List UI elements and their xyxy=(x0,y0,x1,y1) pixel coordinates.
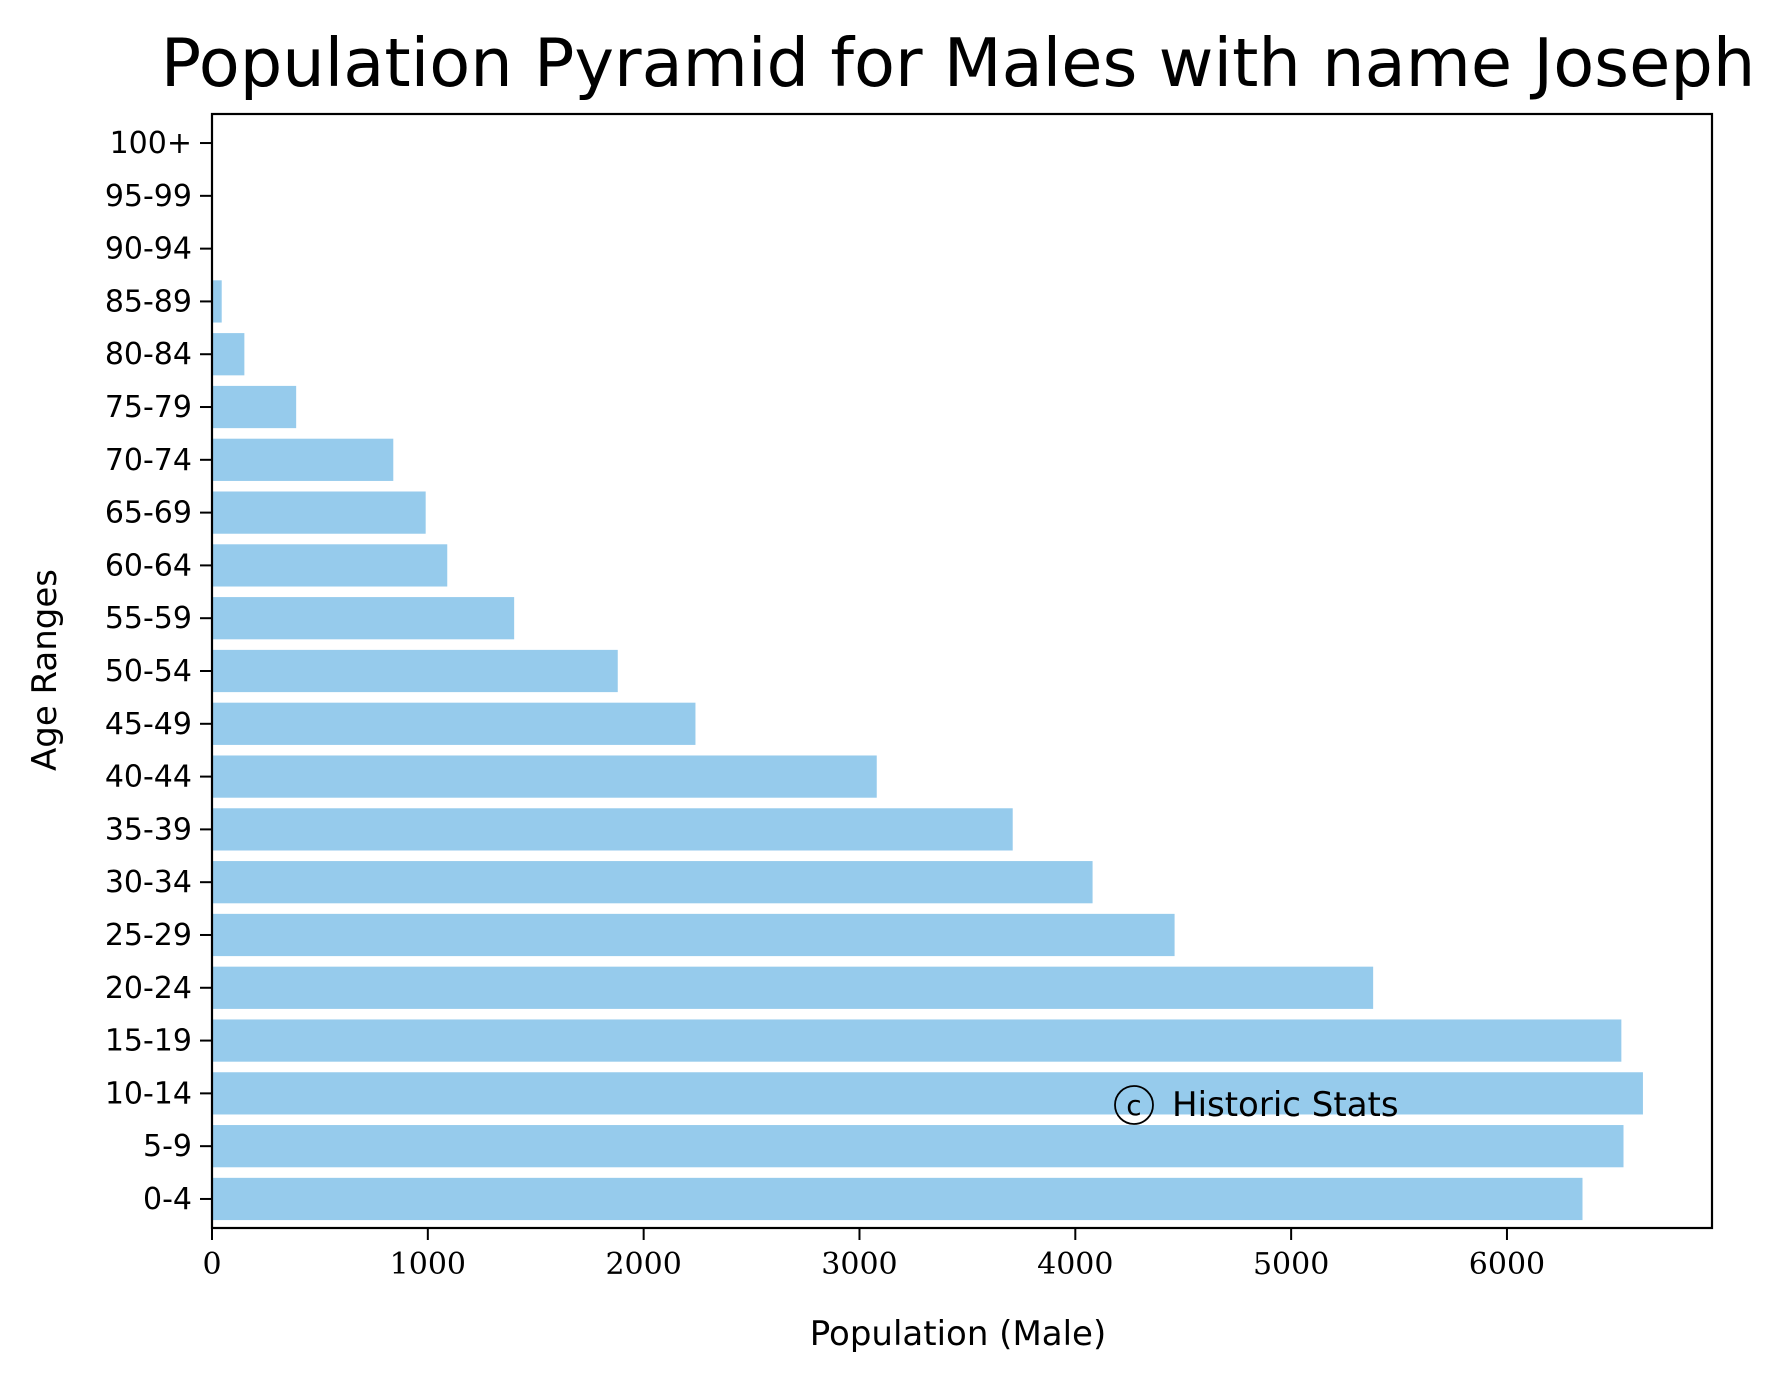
y-tick-label: 45-49 xyxy=(105,707,192,742)
bars-group xyxy=(212,280,1643,1221)
chart-title: Population Pyramid for Males with name J… xyxy=(161,24,1756,102)
bar-35-39 xyxy=(212,808,1013,851)
bar-70-74 xyxy=(212,438,394,481)
bar-85-89 xyxy=(212,280,222,323)
bar-25-29 xyxy=(212,913,1175,957)
y-tick-label: 75-79 xyxy=(105,390,192,425)
bar-20-24 xyxy=(212,966,1374,1009)
plot-frame xyxy=(210,112,1714,1230)
bar-5-9 xyxy=(212,1125,1624,1168)
x-tick-label: 5000 xyxy=(1253,1247,1329,1282)
bar-65-69 xyxy=(212,491,426,534)
y-tick-label: 35-39 xyxy=(105,812,192,847)
bar-75-79 xyxy=(212,385,297,429)
y-tick-label: 20-24 xyxy=(105,971,192,1006)
bar-60-64 xyxy=(212,544,448,587)
x-axis-label: Population (Male) xyxy=(810,1314,1107,1354)
bar-45-49 xyxy=(212,702,696,745)
y-tick-label: 50-54 xyxy=(105,654,192,689)
bar-10-14 xyxy=(212,1072,1643,1115)
y-tick-label: 10-14 xyxy=(105,1076,192,1111)
bar-55-59 xyxy=(212,597,515,640)
x-ticks-group: 0 1000 2000 3000 4000 5000 6000 xyxy=(202,1228,1545,1282)
y-tick-label: 5-9 xyxy=(143,1129,192,1164)
bar-0-4 xyxy=(212,1177,1583,1221)
y-tick-label: 25-29 xyxy=(105,918,192,953)
y-tick-label: 100+ xyxy=(110,126,192,161)
x-tick-label: 1000 xyxy=(390,1247,466,1282)
x-tick-label: 4000 xyxy=(1037,1247,1113,1282)
y-ticks-group: 0-4 5-9 10-14 15-19 20-24 25-29 30-34 35-39 40-4… xyxy=(105,126,212,1217)
y-tick-label: 90-94 xyxy=(105,232,192,267)
y-tick-label: 70-74 xyxy=(105,443,192,478)
x-tick-label: 3000 xyxy=(821,1247,897,1282)
y-tick-label: 65-69 xyxy=(105,496,192,531)
y-tick-label: 30-34 xyxy=(105,865,192,900)
y-tick-label: 0-4 xyxy=(143,1182,192,1217)
x-tick-label: 6000 xyxy=(1469,1247,1545,1282)
x-tick-label: 2000 xyxy=(605,1247,681,1282)
bar-15-19 xyxy=(212,1019,1622,1062)
y-tick-label: 60-64 xyxy=(105,548,192,583)
x-tick-label: 0 xyxy=(202,1247,221,1282)
bar-40-44 xyxy=(212,755,877,798)
y-tick-label: 40-44 xyxy=(105,760,192,795)
y-tick-label: 55-59 xyxy=(105,601,192,636)
copyright-circle-icon xyxy=(1114,1085,1154,1125)
copyright-watermark: c Historic Stats xyxy=(1114,1085,1399,1125)
copyright-letter: c xyxy=(1126,1089,1141,1122)
bar-80-84 xyxy=(212,333,245,376)
y-tick-label: 15-19 xyxy=(105,1024,192,1059)
bar-50-54 xyxy=(212,649,618,693)
y-tick-label: 85-89 xyxy=(105,284,192,319)
y-tick-label: 80-84 xyxy=(105,337,192,372)
bar-30-34 xyxy=(212,861,1093,904)
watermark-text: Historic Stats xyxy=(1172,1085,1399,1125)
y-tick-label: 95-99 xyxy=(105,179,192,214)
y-axis-label: Age Ranges xyxy=(25,569,65,771)
